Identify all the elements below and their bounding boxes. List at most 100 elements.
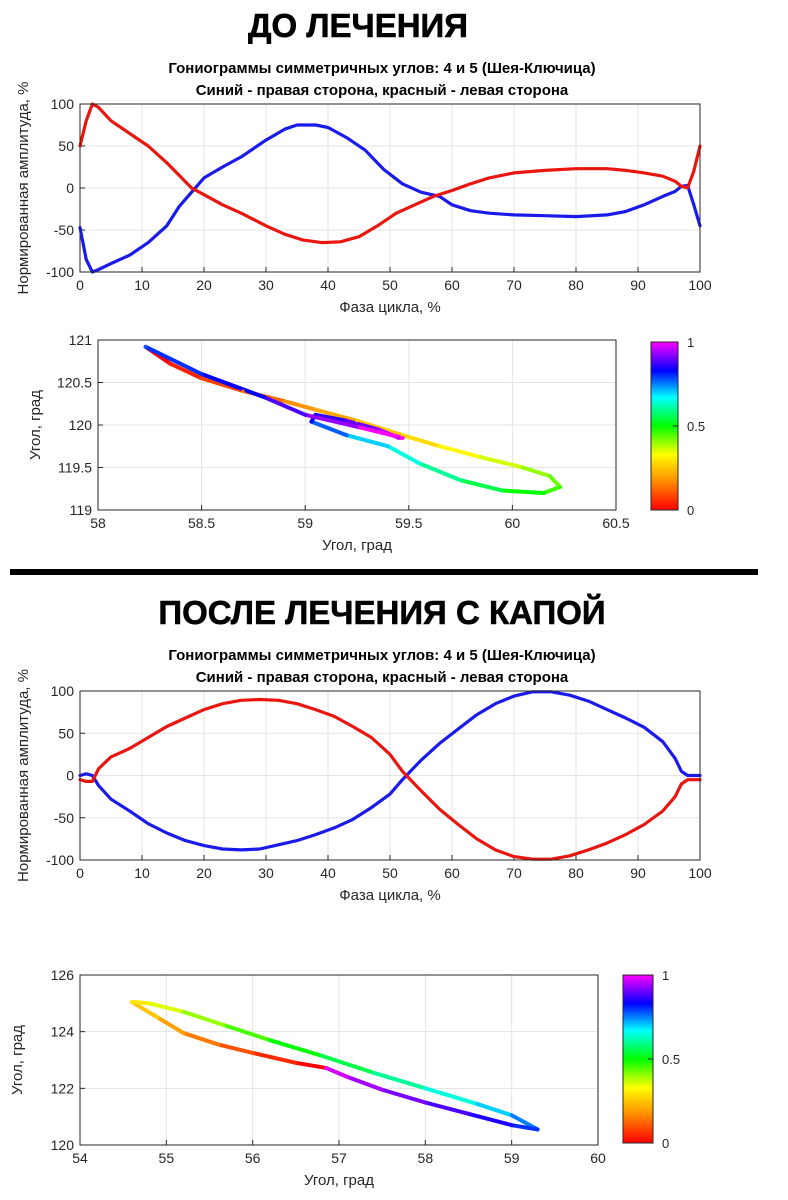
series-line-right-side <box>78 123 702 274</box>
trajectory-segment <box>319 1053 376 1075</box>
x-tick-label: 20 <box>196 865 212 881</box>
trajectory-point <box>268 1038 272 1042</box>
x-tick-label: 55 <box>159 1150 175 1166</box>
trajectory-segment <box>547 474 563 490</box>
trajectory-point <box>262 395 266 399</box>
x-tick-label: 57 <box>331 1150 347 1166</box>
trajectory-point <box>355 425 359 429</box>
trajectory-point <box>535 1127 540 1132</box>
colorbar-tick-label: 0.5 <box>687 419 705 434</box>
y-tick-label: 50 <box>58 138 74 154</box>
trajectory-segment <box>371 1070 428 1091</box>
trajectory-point <box>251 1051 255 1055</box>
y-tick-label: 120 <box>69 417 93 433</box>
colorbar-tick-label: 0 <box>687 503 694 518</box>
chart-title: Гониограммы симметричных углов: 4 и 5 (Ш… <box>168 60 595 77</box>
x-tick-label: 59 <box>297 515 313 531</box>
trajectory-segment <box>324 1065 350 1079</box>
trajectory-segment <box>303 412 359 429</box>
chart-subtitle: Синий - правая сторона, красный - левая … <box>196 669 569 686</box>
x-tick-label: 20 <box>196 277 212 293</box>
trajectory-point <box>400 436 405 440</box>
x-tick-label: 58 <box>418 1150 434 1166</box>
trajectory-point <box>144 345 148 349</box>
x-tick-label: 70 <box>506 277 522 293</box>
x-tick-label: 100 <box>688 277 712 293</box>
y-tick-label: 122 <box>51 1080 75 1096</box>
chart-title: Гониограммы симметричных углов: 4 и 5 (Ш… <box>168 647 595 664</box>
y-axis-label: Нормированная амплитуда, % <box>15 669 32 882</box>
y-tick-label: -50 <box>54 810 74 826</box>
trajectory-point <box>147 1001 151 1005</box>
x-tick-label: 10 <box>134 277 150 293</box>
trajectory-segment <box>479 455 525 470</box>
x-tick-label: 30 <box>258 865 274 881</box>
trajectory-segment <box>129 999 160 1020</box>
colorbar-tick-label: 1 <box>687 335 694 350</box>
trajectory-point <box>282 399 287 403</box>
y-tick-label: 100 <box>51 683 75 699</box>
goniogram-before-chart: Гониограммы симметричных углов: 4 и 5 (Ш… <box>15 60 712 316</box>
trajectory-point <box>510 1113 514 1117</box>
trajectory-segment <box>345 1075 385 1092</box>
x-tick-label: 50 <box>382 277 398 293</box>
trajectory-point <box>459 478 463 482</box>
trajectory-segment <box>155 1015 186 1036</box>
trajectory-point <box>168 362 173 366</box>
x-tick-label: 56 <box>245 1150 261 1166</box>
trajectory-point <box>386 444 390 448</box>
phase-plot-before-chart: 58 58.5 59 59.5 60 60.5 119 119.5 120 120.5 121 Уго… <box>27 332 705 554</box>
x-tick-label: 60 <box>505 515 521 531</box>
trajectory-point <box>324 1066 328 1070</box>
trajectory-point <box>294 1061 298 1065</box>
trajectory-segment <box>344 418 380 432</box>
x-tick-label: 60 <box>444 865 460 881</box>
y-tick-label: 0 <box>66 180 74 196</box>
trajectory-point <box>303 413 307 417</box>
x-tick-label: 58 <box>90 515 106 531</box>
y-tick-label: 126 <box>51 967 75 983</box>
trajectory-point <box>380 1088 384 1092</box>
y-tick-label: -50 <box>54 222 74 238</box>
trajectory-point <box>309 420 314 424</box>
y-tick-label: 124 <box>51 1024 75 1040</box>
trajectory-segment <box>181 1009 229 1028</box>
trajectory-segment <box>509 1123 540 1132</box>
section-heading-before: ДО ЛЕЧЕНИЯ <box>248 7 468 44</box>
y-tick-label: 50 <box>58 725 74 741</box>
y-tick-label: 119.5 <box>58 460 92 476</box>
trajectory-point <box>466 1112 471 1116</box>
x-tick-label: 59 <box>504 1150 520 1166</box>
trajectory-point <box>376 427 380 431</box>
section-heading-after: ПОСЛЕ ЛЕЧЕНИЯ С КАПОЙ <box>158 593 605 631</box>
trajectory-segment <box>199 372 266 399</box>
x-tick-label: 100 <box>688 865 712 881</box>
trajectory-segment <box>458 478 505 493</box>
x-tick-label: 58.5 <box>188 515 215 531</box>
x-axis-label: Фаза цикла, % <box>339 887 440 904</box>
x-tick-label: 0 <box>76 865 84 881</box>
trajectory-segment <box>216 1042 255 1055</box>
x-tick-label: 30 <box>258 277 274 293</box>
trajectory-segment <box>386 444 422 466</box>
trajectory-segment <box>224 1024 272 1043</box>
trajectory-segment <box>261 394 308 417</box>
x-tick-label: 60.5 <box>602 515 629 531</box>
trajectory-point <box>320 1054 324 1058</box>
y-tick-label: 0 <box>66 768 74 784</box>
y-tick-label: 119 <box>70 502 93 518</box>
trajectory-segment <box>355 424 405 440</box>
trajectory-point <box>345 433 349 437</box>
trajectory-point <box>225 1024 229 1028</box>
trajectory-point <box>182 1010 186 1014</box>
trajectory-segment <box>313 412 349 423</box>
trajectory-point <box>241 389 245 393</box>
colorbar-tick-label: 0 <box>662 1136 669 1151</box>
trajectory-point <box>521 465 525 470</box>
phase-plot-after-chart: 54 55 56 57 58 59 60 120 122 124 126 Угол, град Угол… <box>9 967 680 1189</box>
x-tick-label: 80 <box>568 277 584 293</box>
trajectory-segment <box>417 461 463 483</box>
trajectory-point <box>396 436 401 440</box>
trajectory-segment <box>143 344 204 376</box>
